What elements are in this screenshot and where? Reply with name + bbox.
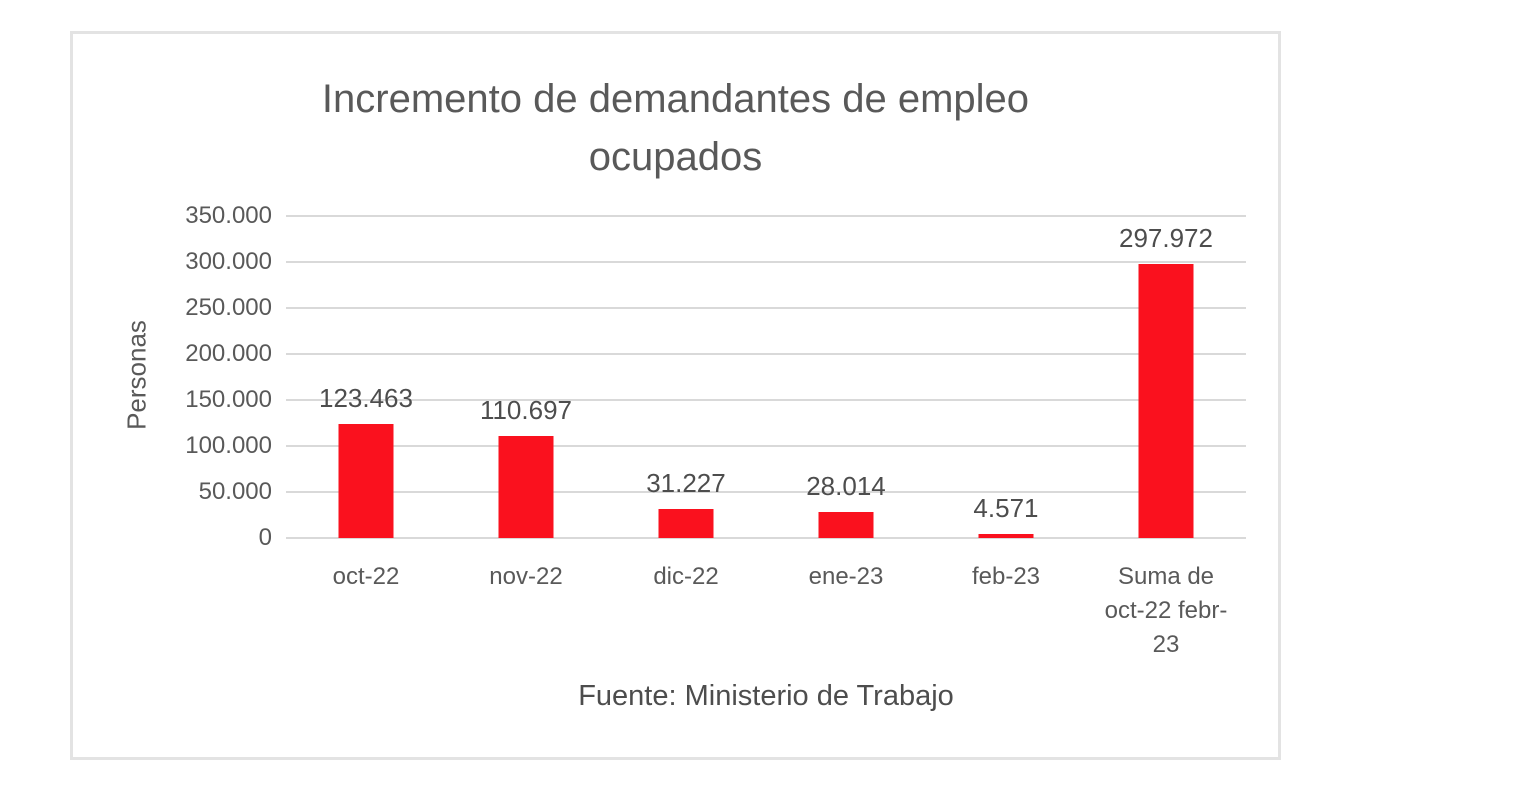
- bar: [498, 436, 554, 538]
- value-label: 110.697: [479, 395, 572, 426]
- bar-slot: 28.014: [766, 216, 926, 538]
- x-tick-label: oct-22: [332, 563, 400, 590]
- x-tick-label: dic-22: [653, 563, 719, 590]
- bar-slot: 31.227: [606, 216, 766, 538]
- gridline: [286, 445, 1246, 448]
- value-label: 28.014: [806, 471, 886, 502]
- bar: [338, 424, 394, 538]
- gridline: [286, 399, 1246, 401]
- y-tick-label: 350.000: [185, 202, 272, 229]
- gridline: [286, 307, 1246, 309]
- bar: [658, 509, 714, 538]
- bar: [1138, 263, 1194, 538]
- y-tick-label: 300.000: [185, 248, 272, 275]
- x-tick-label: nov-22: [489, 563, 563, 590]
- value-label: 31.227: [646, 468, 726, 499]
- chart-title-line-2: ocupados: [588, 135, 763, 179]
- gridline: [286, 537, 1246, 539]
- gridline: [286, 215, 1246, 217]
- y-axis-title: Personas: [121, 320, 152, 430]
- source-note: Fuente: Ministerio de Trabajo: [578, 680, 954, 712]
- gridline: [286, 261, 1246, 263]
- y-axis-ticks: 0 50.000 100.000 150.000 200.000 250.000 300.0…: [156, 204, 286, 550]
- chart-frame: Incremento de demandantes de empleo ocup…: [70, 31, 1281, 760]
- bar-slot: 4.571: [926, 216, 1086, 538]
- value-label: 297.972: [1118, 222, 1213, 253]
- x-axis-labels: oct-22 nov-22 dic-22 ene-23 feb-23 Suma de oc…: [286, 560, 1246, 662]
- chart-title-line-1: Incremento de demandantes de empleo: [321, 77, 1030, 121]
- y-tick-label: 100.000: [185, 432, 272, 459]
- x-tick-label: Suma de oct-22 febr- 23: [1104, 563, 1228, 658]
- bar-slot: 110.697: [446, 216, 606, 538]
- x-tick-label: feb-23: [971, 563, 1041, 590]
- bar: [818, 512, 874, 538]
- gridline: [286, 491, 1246, 494]
- y-tick-label: 0: [258, 524, 272, 551]
- gridline: [286, 353, 1246, 356]
- chart-title: Incremento de demandantes de empleo ocup…: [73, 70, 1278, 186]
- value-label: 123.463: [318, 383, 413, 414]
- bar-slot: 297.972: [1086, 216, 1246, 538]
- y-tick-label: 150.000: [185, 386, 272, 413]
- value-label: 4.571: [973, 492, 1039, 523]
- x-tick-label: ene-23: [808, 563, 884, 590]
- y-tick-label: 250.000: [185, 294, 272, 321]
- plot-area: 0 50.000 100.000 150.000 200.000 250.000 300.0…: [185, 204, 1246, 712]
- y-tick-label: 50.000: [198, 478, 272, 505]
- y-tick-label: 200.000: [185, 340, 272, 367]
- bar-slot: 123.463: [286, 216, 446, 538]
- bar: [978, 533, 1034, 538]
